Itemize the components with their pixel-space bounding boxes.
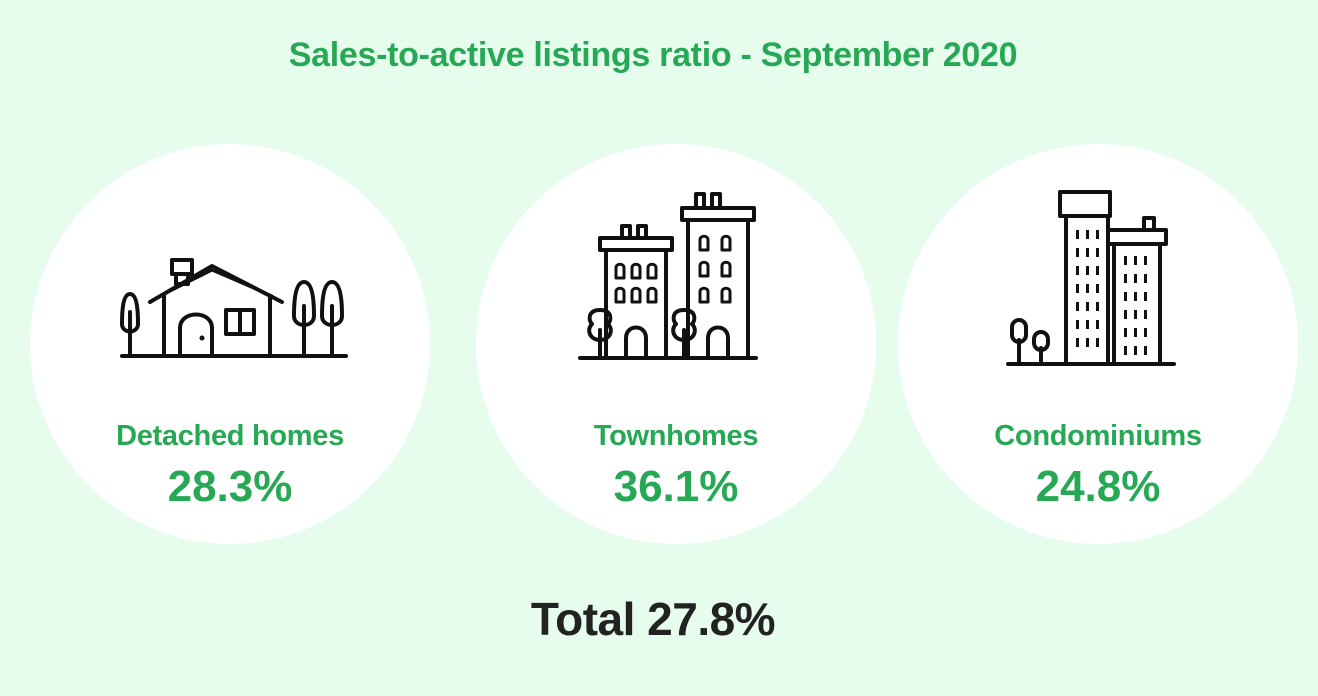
category-label: Detached homes — [116, 420, 344, 452]
category-label: Condominiums — [994, 420, 1202, 452]
house-icon — [120, 258, 348, 358]
townhouses-icon — [578, 192, 758, 360]
category-value: 36.1% — [613, 462, 739, 511]
stat-card-condominiums: Condominiums 24.8% — [898, 144, 1298, 544]
category-value: 28.3% — [167, 462, 293, 511]
stat-card-detached: Detached homes 28.3% — [30, 144, 430, 544]
condo-towers-icon — [1006, 190, 1176, 366]
total-ratio: Total 27.8% — [530, 593, 776, 645]
category-value: 24.8% — [1035, 462, 1161, 511]
page-title: Sales-to-active listings ratio - Septemb… — [288, 36, 1018, 74]
category-label: Townhomes — [593, 420, 759, 452]
stat-card-townhomes: Townhomes 36.1% — [476, 144, 876, 544]
